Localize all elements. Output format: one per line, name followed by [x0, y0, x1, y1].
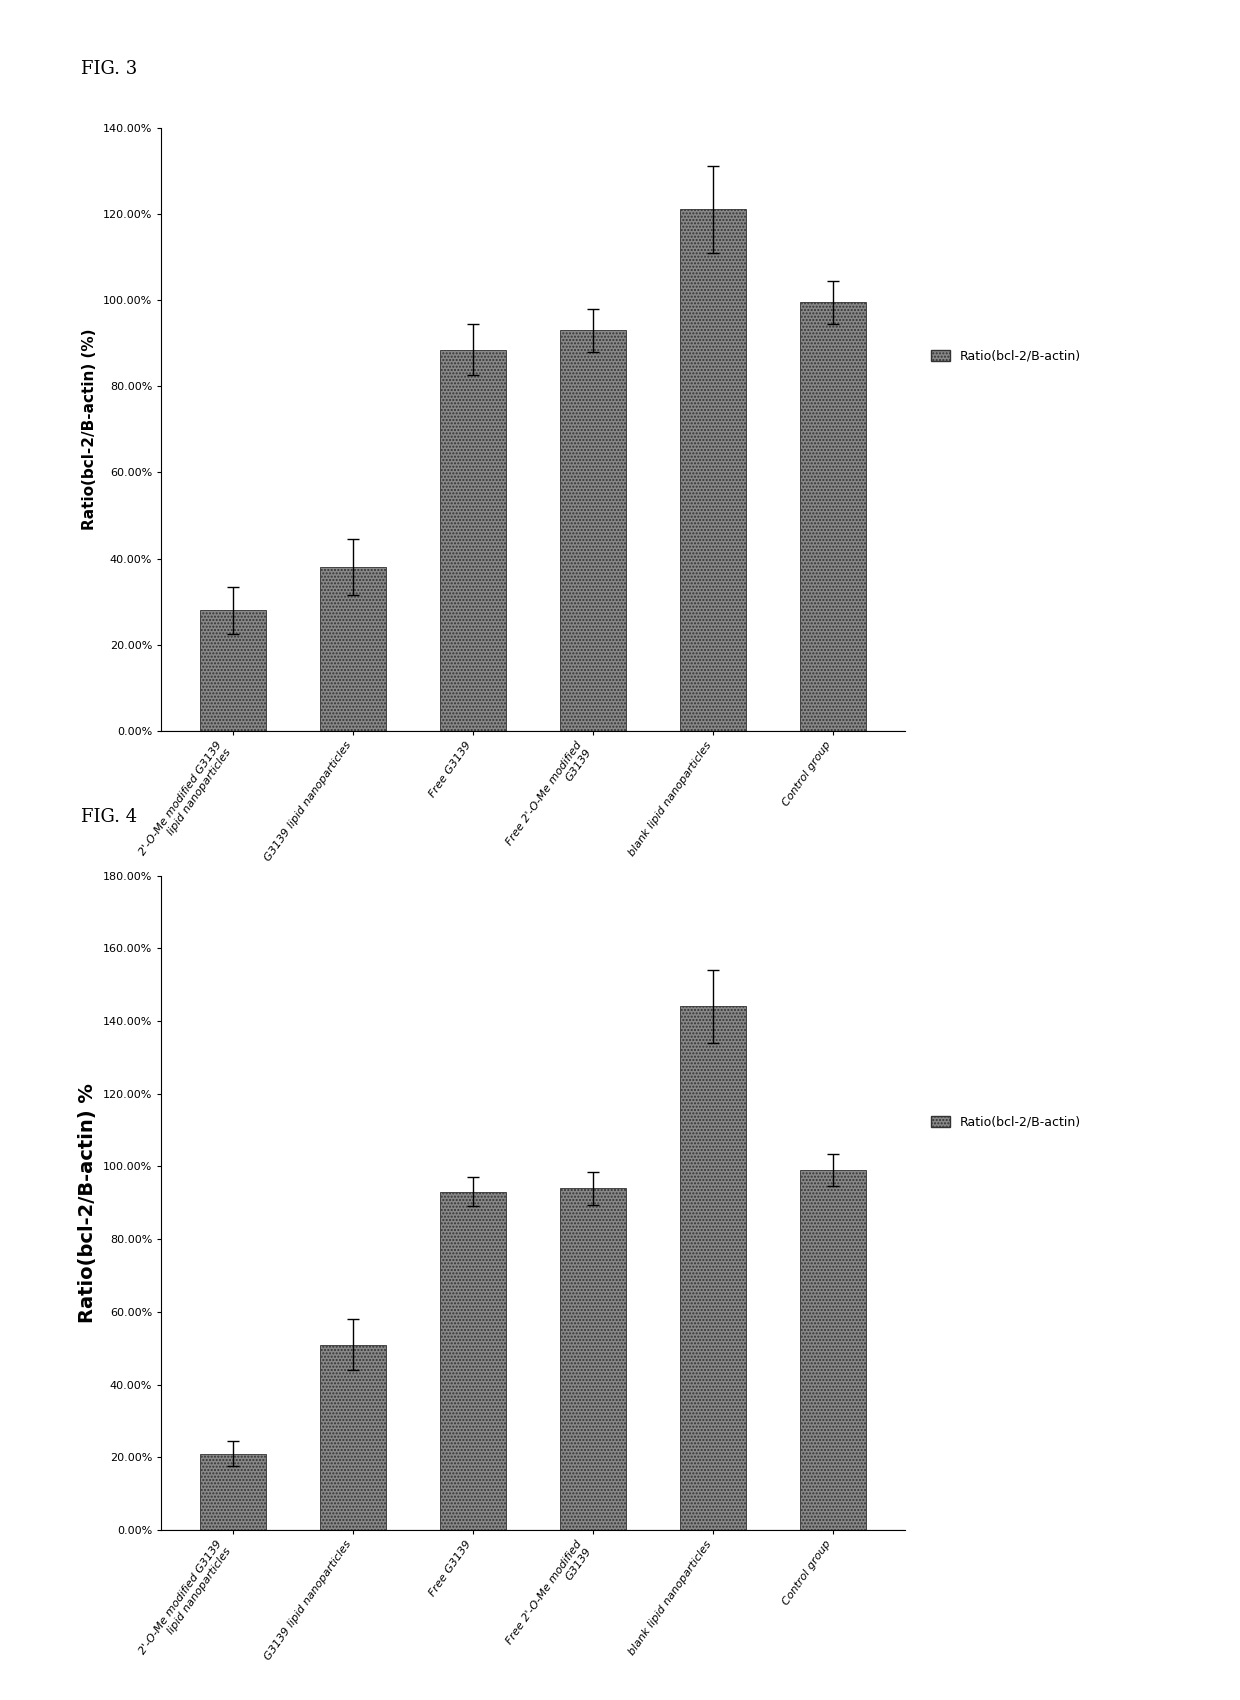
Bar: [560, 1188, 626, 1530]
Bar: [440, 1192, 506, 1530]
Bar: [320, 1345, 386, 1530]
Bar: [800, 1170, 867, 1530]
Text: FIG. 3: FIG. 3: [81, 60, 136, 78]
Y-axis label: Ratio(bcl-2/B-actin) %: Ratio(bcl-2/B-actin) %: [78, 1083, 97, 1323]
Legend: Ratio(bcl-2/B-actin): Ratio(bcl-2/B-actin): [926, 1110, 1086, 1134]
Text: FIG. 4: FIG. 4: [81, 808, 136, 826]
Bar: [200, 1454, 267, 1530]
Legend: Ratio(bcl-2/B-actin): Ratio(bcl-2/B-actin): [926, 345, 1086, 367]
Bar: [800, 303, 867, 731]
Bar: [200, 610, 267, 731]
Bar: [440, 350, 506, 731]
Bar: [681, 209, 746, 731]
Bar: [681, 1006, 746, 1530]
Bar: [560, 330, 626, 731]
Bar: [320, 568, 386, 731]
Y-axis label: Ratio(bcl-2/B-actin) (%): Ratio(bcl-2/B-actin) (%): [82, 328, 97, 530]
